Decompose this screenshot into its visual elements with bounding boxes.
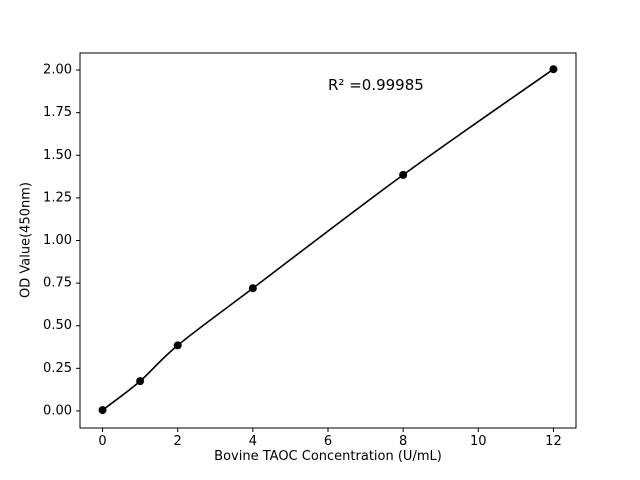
data-point (98, 406, 107, 415)
data-point (248, 284, 257, 293)
y-tick-label: 0.00 (43, 403, 72, 418)
x-tick-label: 2 (174, 434, 182, 449)
y-tick-label: 0.75 (43, 276, 72, 291)
y-tick-label: 1.25 (43, 190, 72, 205)
y-tick-label: 0.25 (43, 361, 72, 376)
x-tick-label: 0 (98, 434, 106, 449)
y-axis-label: OD Value(450nm) (18, 182, 34, 298)
data-point (136, 377, 145, 386)
y-tick-label: 1.00 (43, 233, 72, 248)
r-squared-annotation: R² =0.99985 (328, 75, 424, 94)
x-tick-label: 8 (399, 434, 407, 449)
data-point (549, 65, 558, 74)
y-tick-label: 1.75 (43, 105, 72, 120)
y-tick-label: 0.50 (43, 318, 72, 333)
x-tick-label: 10 (470, 434, 487, 449)
x-tick-label: 4 (249, 434, 257, 449)
x-tick-label: 6 (324, 434, 332, 449)
x-tick-label: 12 (545, 434, 562, 449)
axes-spines (79, 52, 577, 429)
x-axis-label: Bovine TAOC Concentration (U/mL) (214, 449, 442, 464)
y-tick-label: 1.50 (43, 148, 72, 163)
y-tick-label: 2.00 (43, 63, 72, 78)
data-point (173, 341, 182, 350)
data-point (399, 170, 408, 179)
